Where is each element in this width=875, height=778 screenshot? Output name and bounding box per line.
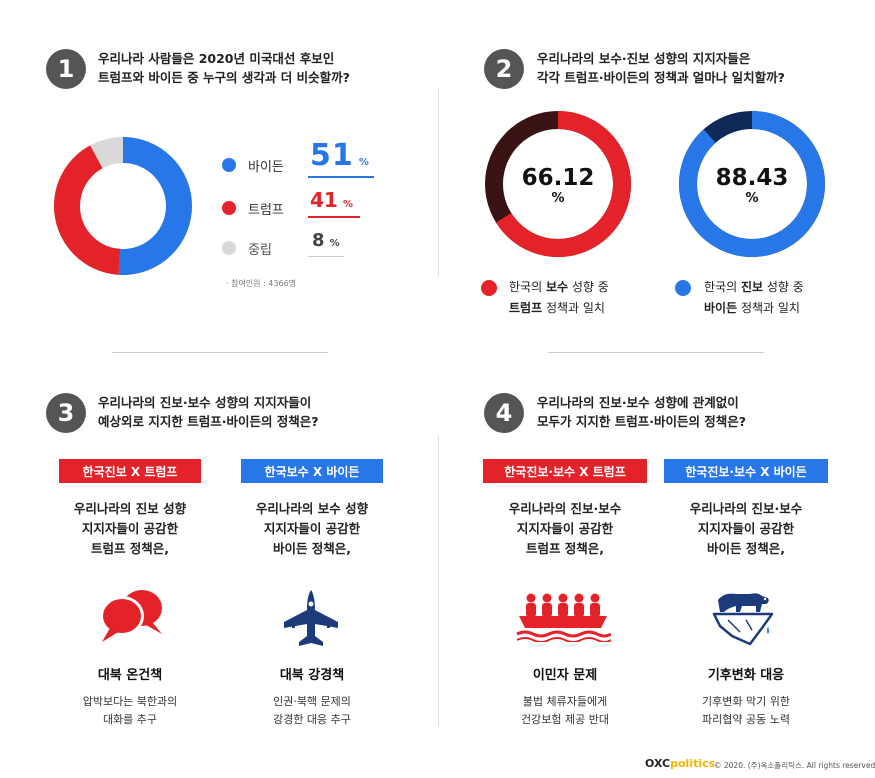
q4-left-policy-desc: 불법 체류자들에게 건강보험 제공 반대 xyxy=(521,695,609,726)
q4-left-subtitle: 우리나라의 진보·보수 지지자들이 공감한 트럼프 정책은, xyxy=(508,501,622,556)
q3-left-policy-desc: 압박보다는 북한과의 대화를 추구 xyxy=(82,695,178,726)
question-2-line1: 우리나라의 보수·진보 성향의 지지자들은 xyxy=(537,51,751,66)
q3-right-subtitle: 우리나라의 보수 성향 지지자들이 공감한 바이든 정책은, xyxy=(255,501,369,556)
legend-label-neutral: 중립 xyxy=(248,243,272,258)
boat-people-icon xyxy=(516,593,611,642)
legend-dot-biden xyxy=(222,158,236,172)
q2-donut-progressive xyxy=(679,111,825,257)
q2-left-caption: 한국의 보수 성향 중 트럼프 정책과 일치 xyxy=(509,280,609,315)
q3-right-policy-name: 대북 강경책 xyxy=(279,668,345,683)
participants-note: · 참여인원 : 4366명 xyxy=(226,279,297,288)
divider-vertical-top xyxy=(438,88,439,276)
q3-right-policy-desc: 인권·북핵 문제의 강경한 대응 추구 xyxy=(273,695,351,726)
legend-label-trump: 트럼프 xyxy=(248,203,284,218)
section-number-2: 2 xyxy=(484,49,524,89)
question-4-line1: 우리나라의 진보·보수 성향에 관계없이 xyxy=(537,395,739,410)
divider-horizontal-left xyxy=(112,352,328,353)
question-4-line2: 모두가 지지한 트럼프·바이든의 정책은? xyxy=(537,414,747,429)
q2-left-value: 66.12 xyxy=(521,165,595,191)
q2-right-value: 88.43 xyxy=(715,165,789,191)
polar-bear-melting-ice-icon xyxy=(712,593,774,646)
q2-right-dot xyxy=(675,280,691,296)
question-1: 우리나라 사람들은 2020년 미국대선 후보인 트럼프와 바이든 중 누구의 … xyxy=(98,49,350,87)
fighter-jet-icon xyxy=(284,590,338,646)
legend-value-biden: 51 % xyxy=(310,138,369,173)
oxc-politics-logo: OXCpolitics xyxy=(645,757,716,770)
q2-left-unit: % xyxy=(551,191,565,206)
legend-value-trump: 41 % xyxy=(310,188,353,212)
q1-donut-biden xyxy=(54,137,192,275)
q4-right-tag: 한국진보·보수 X 바이든 xyxy=(664,459,828,483)
q3-left-policy-name: 대북 온건책 xyxy=(97,668,163,683)
q2-left-match-arc xyxy=(485,111,631,257)
question-2-line2: 각각 트럼프·바이든의 정책과 얼마나 일치할까? xyxy=(537,70,785,85)
q2-right-caption: 한국의 진보 성향 중 바이든 정책과 일치 xyxy=(704,280,804,315)
biden-underline xyxy=(308,176,374,178)
q4-left-tag: 한국진보·보수 X 트럼프 xyxy=(483,459,647,483)
question-2: 우리나라의 보수·진보 성향의 지지자들은 각각 트럼프·바이든의 정책과 얼마… xyxy=(537,49,785,87)
legend-dot-neutral xyxy=(222,241,236,255)
q2-right-center: 88.43 % xyxy=(676,165,828,207)
q1-donut-chart xyxy=(54,137,192,275)
q4-right-policy-name: 기후변화 대응 xyxy=(707,668,785,683)
section-number-3: 3 xyxy=(46,393,86,433)
q4-left-policy-name: 이민자 문제 xyxy=(532,668,598,683)
question-4: 우리나라의 진보·보수 성향에 관계없이 모두가 지지한 트럼프·바이든의 정책… xyxy=(537,393,746,431)
speech-bubbles-icon xyxy=(100,590,162,642)
q2-right-match-arc xyxy=(679,111,825,257)
q2-left-dot xyxy=(481,280,497,296)
legend-dot-trump xyxy=(222,201,236,215)
trump-underline xyxy=(308,216,360,218)
section-number-4: 4 xyxy=(484,393,524,433)
question-1-line2: 트럼프와 바이든 중 누구의 생각과 더 비슷할까? xyxy=(98,70,350,85)
legend-value-neutral: 8 % xyxy=(312,230,340,251)
q3-left-tag: 한국진보 X 트럼프 xyxy=(59,459,201,483)
q2-donut-conservative xyxy=(485,111,631,257)
divider-horizontal-right xyxy=(548,352,764,353)
q1-donut-trump xyxy=(54,137,192,275)
legend-label-biden: 바이든 xyxy=(248,160,284,175)
divider-vertical-bottom xyxy=(438,436,439,726)
question-3: 우리나라의 진보·보수 성향의 지지자들이 예상외로 지지한 트럼프·바이든의 … xyxy=(98,393,319,431)
q4-right-subtitle: 우리나라의 진보·보수 지지자들이 공감한 바이든 정책은, xyxy=(689,501,803,556)
copyright-text: © 2020. (주)옥소폴리틱스. All rights reserved. xyxy=(714,761,875,770)
section-number-1: 1 xyxy=(46,49,86,89)
q4-right-policy-desc: 기후변화 막기 위한 파리협약 공동 노력 xyxy=(702,695,790,726)
neutral-underline xyxy=(308,256,344,257)
question-3-line2: 예상외로 지지한 트럼프·바이든의 정책은? xyxy=(98,414,319,429)
q3-left-subtitle: 우리나라의 진보 성향 지지자들이 공감한 트럼프 정책은, xyxy=(73,501,187,556)
question-3-line1: 우리나라의 진보·보수 성향의 지지자들이 xyxy=(98,395,312,410)
q2-left-center: 66.12 % xyxy=(482,165,634,207)
q3-right-tag: 한국보수 X 바이든 xyxy=(241,459,383,483)
q2-right-unit: % xyxy=(745,191,759,206)
question-1-line1: 우리나라 사람들은 2020년 미국대선 후보인 xyxy=(98,51,335,66)
